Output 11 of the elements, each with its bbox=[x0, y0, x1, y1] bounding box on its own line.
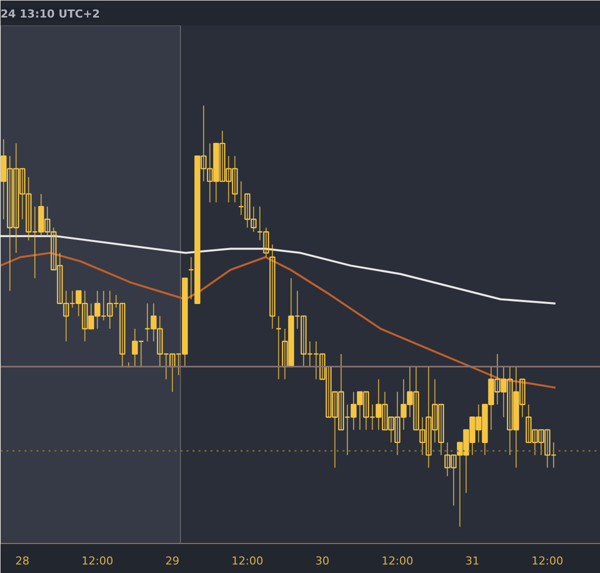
x-tick-label: 29 bbox=[165, 554, 180, 568]
candlestick bbox=[276, 316, 282, 380]
x-tick-label: 12:00 bbox=[382, 554, 414, 568]
text: 24 13:10 UTC+2 bbox=[0, 8, 100, 20]
x-tick-label: 12:00 bbox=[232, 554, 264, 568]
candlestick bbox=[269, 244, 276, 330]
x-tick-label: 30 bbox=[315, 554, 330, 568]
x-tick-label: 12:00 bbox=[532, 554, 564, 568]
x-tick-label: 31 bbox=[465, 554, 480, 568]
x-tick-label: 12:00 bbox=[82, 554, 114, 568]
x-tick-label: 28 bbox=[15, 554, 30, 568]
